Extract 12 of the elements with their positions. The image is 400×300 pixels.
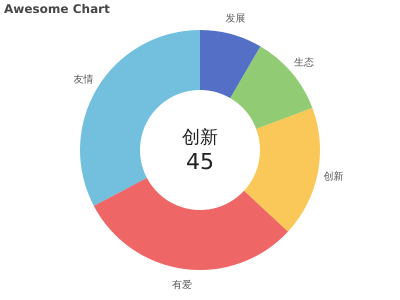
donut-slice [230,46,312,129]
donut-slice [94,178,288,270]
text: 创新 [182,127,218,148]
donut-slice [244,108,320,232]
donut-slice [200,30,260,98]
slice-label: 生态 [294,56,314,68]
slice-label: 创新 [323,170,344,182]
text: 45 [186,150,214,175]
slice-label: 友情 [74,74,94,86]
chart-title: Awesome Chart [4,2,110,16]
slice-label: 有爱 [172,278,192,291]
slice-label: 发展 [225,14,246,25]
